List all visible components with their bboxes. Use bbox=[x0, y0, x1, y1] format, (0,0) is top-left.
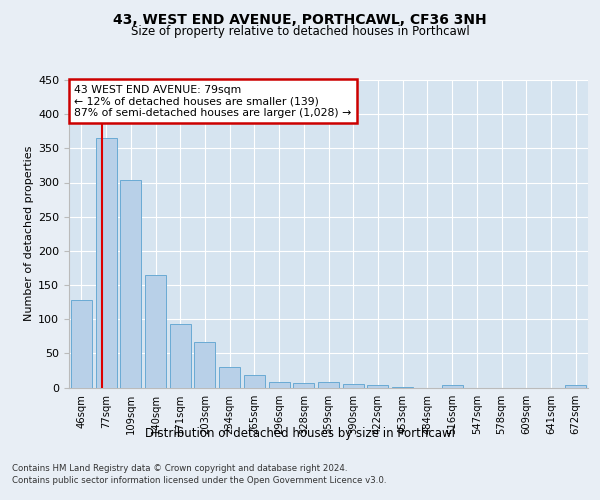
Bar bbox=[565, 385, 586, 388]
Bar bbox=[219, 367, 240, 388]
Bar bbox=[293, 384, 314, 388]
Bar bbox=[392, 387, 413, 388]
Text: Contains public sector information licensed under the Open Government Licence v3: Contains public sector information licen… bbox=[12, 476, 386, 485]
Text: Distribution of detached houses by size in Porthcawl: Distribution of detached houses by size … bbox=[145, 428, 455, 440]
Text: 43 WEST END AVENUE: 79sqm
← 12% of detached houses are smaller (139)
87% of semi: 43 WEST END AVENUE: 79sqm ← 12% of detac… bbox=[74, 84, 352, 118]
Text: 43, WEST END AVENUE, PORTHCAWL, CF36 3NH: 43, WEST END AVENUE, PORTHCAWL, CF36 3NH bbox=[113, 12, 487, 26]
Y-axis label: Number of detached properties: Number of detached properties bbox=[24, 146, 34, 322]
Text: Size of property relative to detached houses in Porthcawl: Size of property relative to detached ho… bbox=[131, 25, 469, 38]
Bar bbox=[71, 300, 92, 388]
Bar bbox=[244, 375, 265, 388]
Bar bbox=[194, 342, 215, 388]
Bar bbox=[318, 382, 339, 388]
Bar bbox=[269, 382, 290, 388]
Text: Contains HM Land Registry data © Crown copyright and database right 2024.: Contains HM Land Registry data © Crown c… bbox=[12, 464, 347, 473]
Bar bbox=[442, 386, 463, 388]
Bar bbox=[343, 384, 364, 388]
Bar bbox=[145, 276, 166, 388]
Bar bbox=[170, 324, 191, 388]
Bar bbox=[367, 385, 388, 388]
Bar bbox=[95, 138, 116, 388]
Bar bbox=[120, 180, 141, 388]
